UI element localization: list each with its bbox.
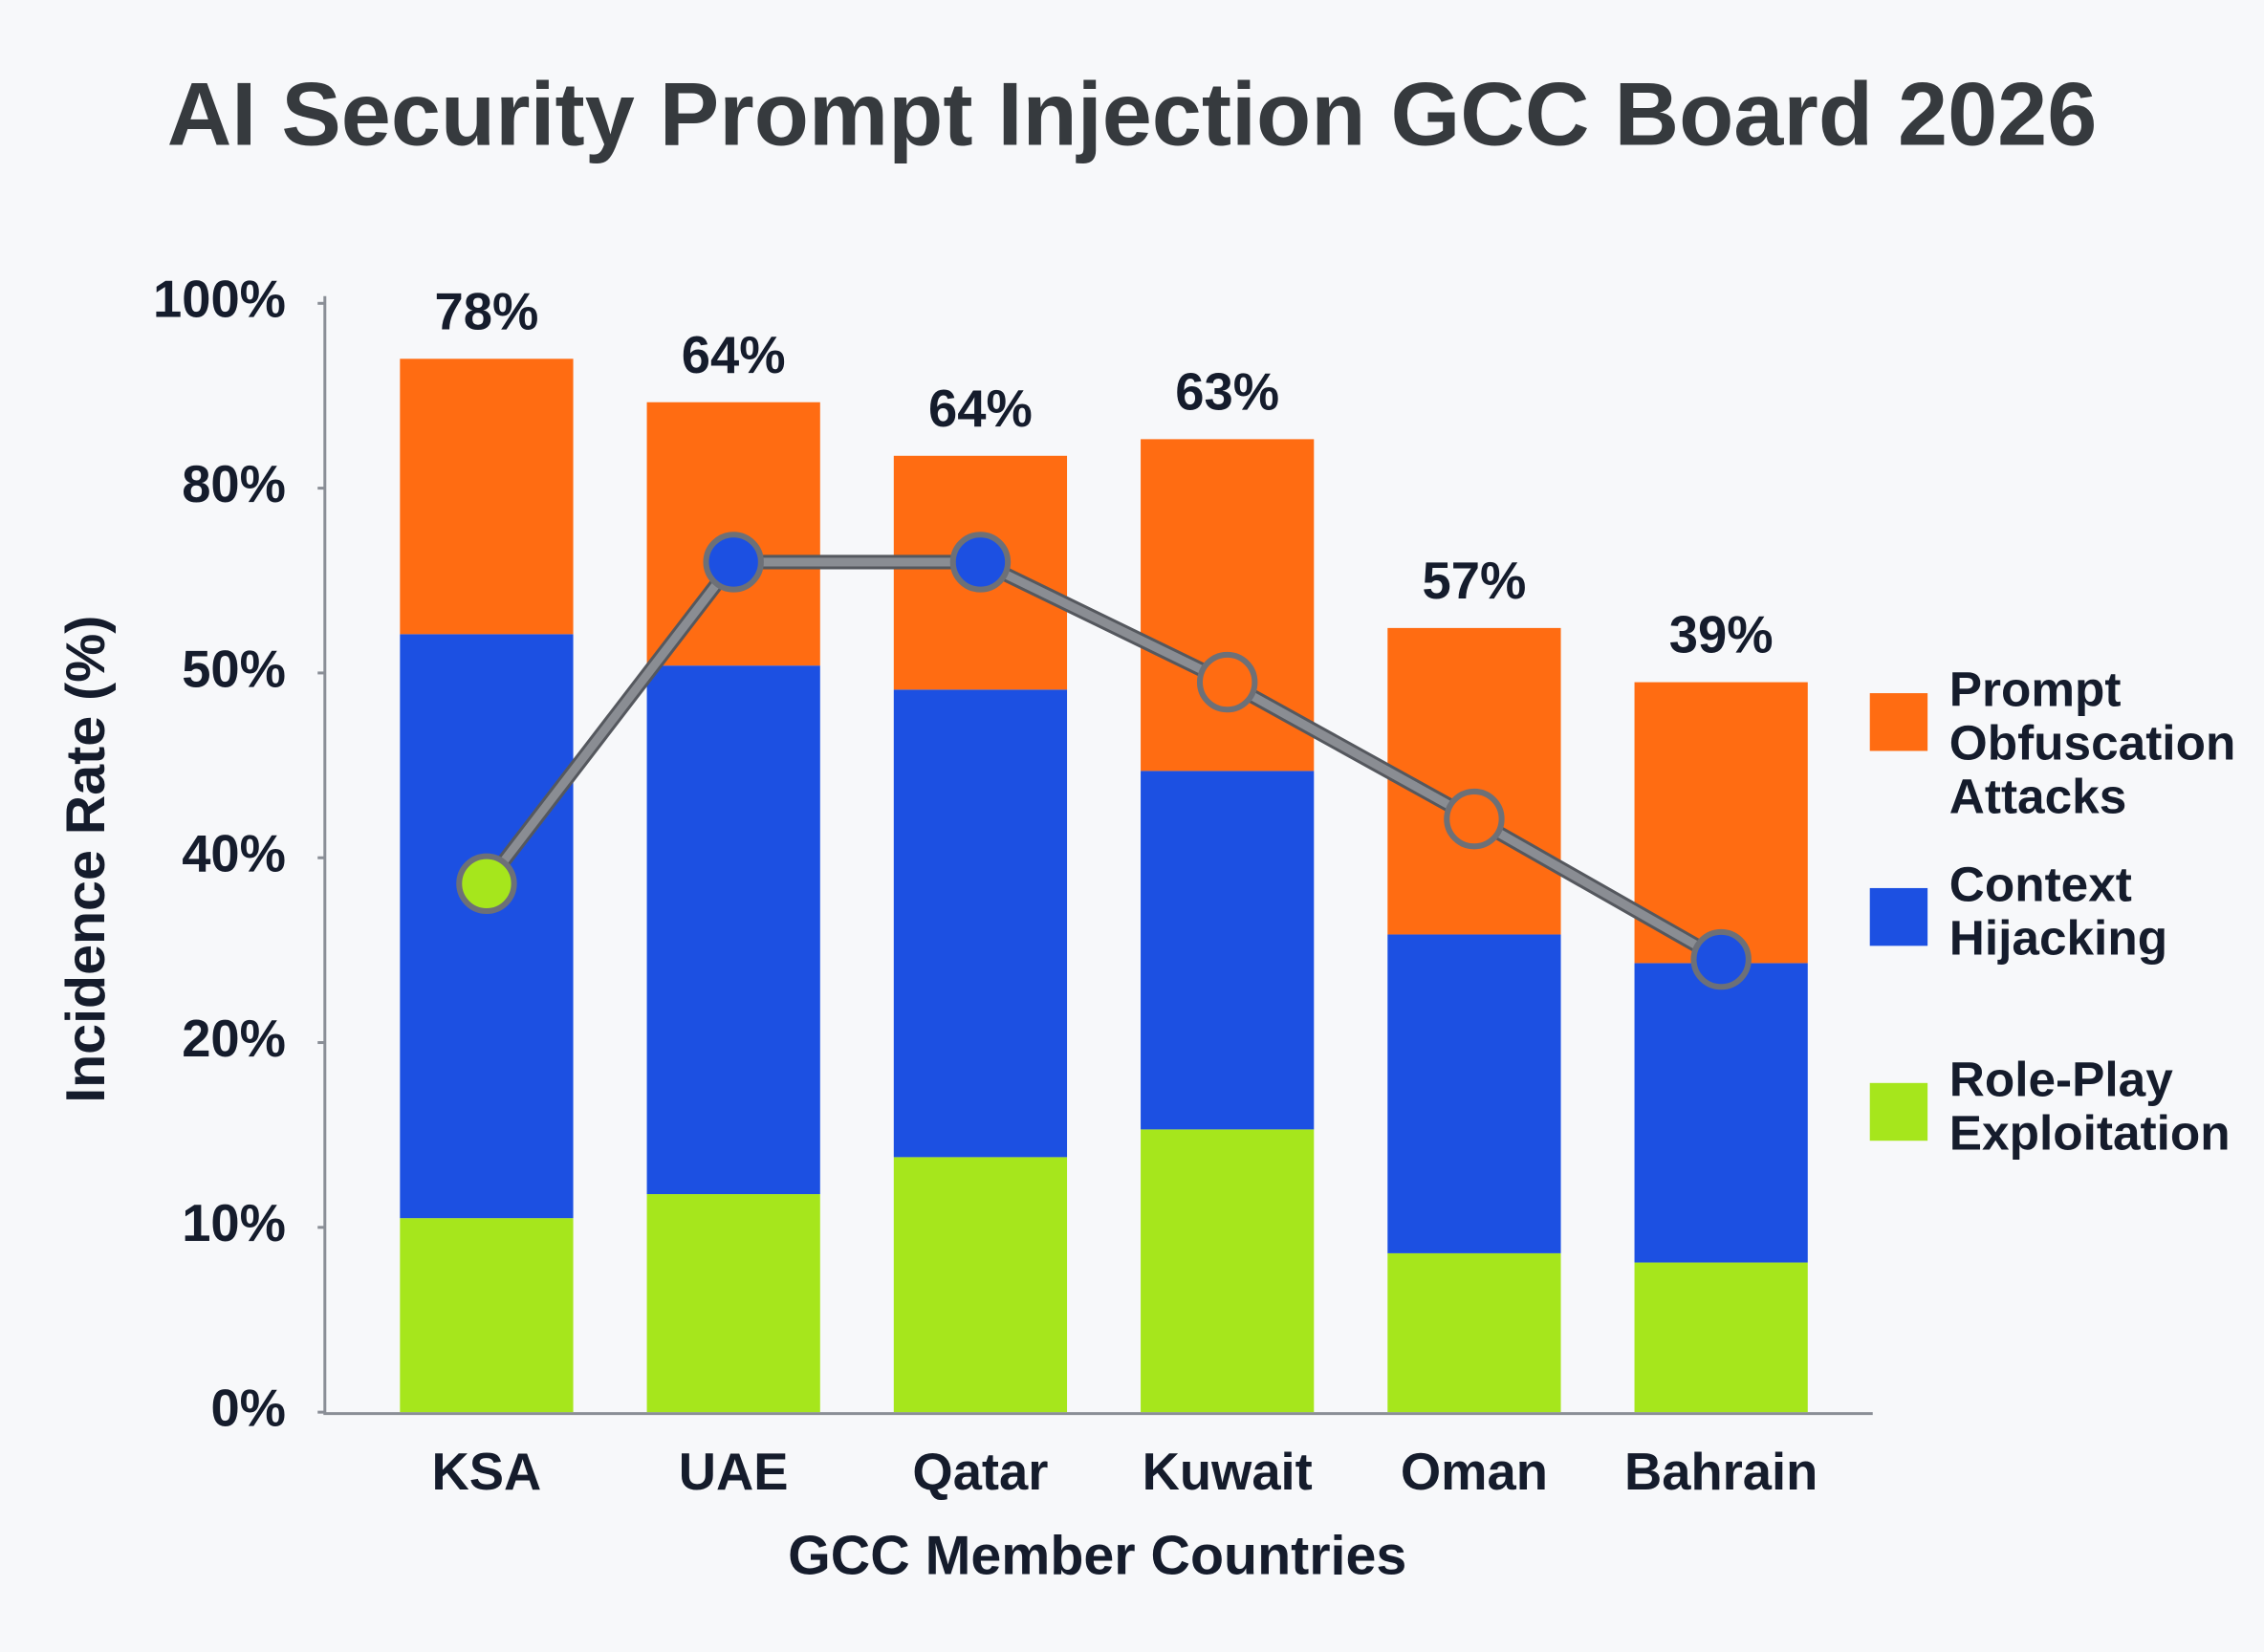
x-tick-label: Qatar (912, 1443, 1048, 1501)
bar-segment (1141, 1129, 1315, 1413)
legend-swatch (1869, 887, 1928, 946)
chart-title: AI Security Prompt Injection GCC Board 2… (167, 64, 2098, 164)
bar-segment (1634, 963, 1808, 1263)
bar-segment (400, 634, 574, 1219)
bar-segment (400, 1218, 574, 1413)
bar-label: 63% (1175, 362, 1279, 421)
bar-label: 39% (1669, 606, 1774, 664)
y-tick-label: 40% (182, 825, 286, 883)
bar-segment (893, 1157, 1068, 1413)
line-marker (1444, 788, 1505, 850)
bar-label: 78% (435, 282, 539, 340)
y-tick-label: 20% (182, 1010, 286, 1068)
bar-segment (646, 1194, 820, 1413)
bar-segment (1387, 1252, 1561, 1413)
bar-segment (893, 689, 1068, 1158)
bar-segment (1634, 1262, 1808, 1413)
line-marker (949, 532, 1012, 593)
legend-swatch (1869, 1082, 1928, 1141)
legend-entry: Prompt Obfuscation Attacks (1948, 663, 2236, 825)
y-tick-label: 50% (182, 640, 286, 698)
line-marker (1196, 651, 1258, 713)
line-marker (1690, 928, 1752, 990)
bar-segment (400, 359, 574, 635)
x-tick-label: Oman (1401, 1443, 1548, 1501)
line-marker (456, 853, 517, 915)
line-marker (703, 532, 764, 593)
x-tick-label: Kuwait (1143, 1443, 1313, 1501)
y-tick-label: 80% (182, 455, 286, 513)
bar-segment (646, 665, 820, 1195)
legend-label: Prompt Obfuscation Attacks (1948, 663, 2236, 825)
y-tick-label: 0% (210, 1380, 286, 1438)
legend-entry: Role-Play Exploitation (1948, 1054, 2231, 1162)
bar-segment (1387, 934, 1561, 1253)
y-tick-label: 10% (182, 1194, 286, 1252)
x-axis-label: GCC Member Countries (788, 1525, 1406, 1586)
bar-segment (1634, 682, 1808, 964)
bar-label: 64% (682, 326, 786, 384)
x-tick-label: UAE (679, 1443, 789, 1501)
bar-label: 64% (928, 380, 1033, 438)
bar-segment (1141, 771, 1315, 1130)
line (483, 557, 1724, 964)
bar-label: 57% (1423, 552, 1527, 610)
x-tick-label: KSA (432, 1443, 542, 1501)
y-axis-label: Incidence Rate (%) (55, 616, 117, 1103)
legend-entry: Context Hijacking (1948, 859, 2168, 967)
y-tick-label: 100% (153, 271, 286, 329)
legend-label: Context Hijacking (1948, 859, 2168, 967)
legend-label: Role-Play Exploitation (1948, 1054, 2231, 1162)
legend-swatch (1869, 693, 1928, 751)
x-tick-label: Bahrain (1624, 1443, 1818, 1501)
